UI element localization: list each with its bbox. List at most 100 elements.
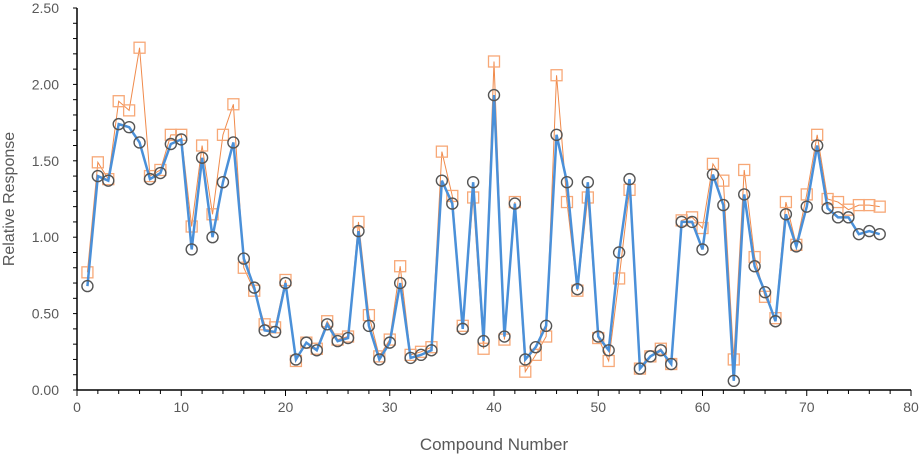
y-tick-label: 1.50 <box>32 153 59 169</box>
data-point-circle <box>425 344 438 357</box>
data-point-circle <box>779 208 793 221</box>
data-point-circle <box>164 137 178 151</box>
data-point-circle <box>435 174 449 187</box>
data-point-circle <box>362 319 376 333</box>
data-point-circle <box>769 315 782 328</box>
data-point-circle <box>477 334 490 348</box>
data-point-circle <box>383 336 396 349</box>
data-point-square <box>383 333 396 346</box>
y-axis-label: Relative Response <box>1 132 18 266</box>
data-point-square <box>122 104 136 117</box>
data-point-circle <box>206 230 219 244</box>
x-tick-label: 20 <box>278 399 294 415</box>
data-point-circle <box>352 224 365 238</box>
data-point-circle <box>842 211 855 224</box>
data-point-square <box>696 221 709 235</box>
data-point-circle <box>143 172 157 186</box>
data-point-circle <box>487 88 501 102</box>
data-point-square <box>195 139 209 152</box>
data-point-circle <box>560 175 574 189</box>
data-point-square <box>477 342 490 355</box>
data-point-circle <box>519 353 532 366</box>
y-tick-label: 1.00 <box>32 229 59 245</box>
data-point-square <box>831 195 845 209</box>
data-point-circle <box>466 175 480 189</box>
x-tick-label: 80 <box>903 399 919 415</box>
data-point-square <box>216 128 230 141</box>
data-point-square <box>717 174 730 187</box>
data-point-square <box>394 260 407 273</box>
data-point-circle <box>623 172 636 186</box>
data-point-circle <box>550 128 563 142</box>
x-tick-label: 0 <box>73 399 81 415</box>
data-point-circle <box>227 136 240 149</box>
data-point-circle <box>456 322 469 336</box>
data-point-circle <box>873 227 886 241</box>
data-point-circle <box>279 276 292 290</box>
x-axis-label: Compound Number <box>420 435 569 454</box>
data-point-circle <box>248 281 261 294</box>
data-point-circle <box>195 151 209 164</box>
data-point-square <box>873 200 886 213</box>
data-point-square <box>612 272 626 285</box>
data-point-circle <box>539 319 553 333</box>
data-point-circle <box>91 169 105 183</box>
data-point-circle <box>310 344 323 357</box>
data-point-circle <box>300 336 313 349</box>
data-point-circle <box>665 357 678 371</box>
data-point-square <box>738 163 751 177</box>
data-point-square <box>91 156 104 169</box>
data-point-circle <box>185 243 198 256</box>
data-point-circle <box>289 353 303 366</box>
data-point-circle <box>393 276 407 290</box>
data-point-circle <box>602 344 615 357</box>
data-point-circle <box>581 175 595 189</box>
y-tick-label: 0.00 <box>32 382 59 398</box>
x-tick-label: 40 <box>486 399 502 415</box>
data-point-square <box>435 145 449 158</box>
data-point-circle <box>633 362 647 375</box>
data-point-circle <box>758 286 772 299</box>
y-tick-label: 2.00 <box>32 76 59 92</box>
x-tick-label: 70 <box>799 399 815 415</box>
x-tick-label: 50 <box>590 399 606 415</box>
data-point-circle <box>268 325 282 339</box>
data-point-circle <box>727 374 740 388</box>
data-point-square <box>112 95 125 108</box>
data-point-circle <box>810 139 824 152</box>
series-group <box>81 41 886 388</box>
data-point-square <box>133 41 146 54</box>
data-point-circle <box>498 330 511 343</box>
axes: 0.00 0.50 1.00 1.50 2.00 2.50 0 10 20 30 40 50 60 70 8… <box>32 0 919 415</box>
data-point-circle <box>175 133 188 146</box>
data-point-square <box>352 215 365 229</box>
data-point-circle <box>571 282 584 296</box>
data-point-circle <box>414 348 428 362</box>
data-point-circle <box>237 252 251 265</box>
data-point-circle <box>529 341 542 354</box>
data-point-circle <box>81 279 94 293</box>
data-point-square <box>779 195 793 209</box>
data-point-square <box>550 69 563 82</box>
data-point-circle <box>644 350 657 363</box>
data-point-circle <box>612 246 626 259</box>
series-circles-line <box>86 95 881 381</box>
data-point-circle <box>216 175 230 189</box>
data-point-circle <box>508 197 522 210</box>
data-point-circle <box>748 260 761 273</box>
data-point-circle <box>133 136 146 149</box>
data-point-circle <box>738 188 751 201</box>
data-point-circle <box>717 198 730 212</box>
data-point-square <box>560 195 574 209</box>
data-point-circle <box>790 240 803 253</box>
data-point-circle <box>102 174 115 187</box>
data-point-square <box>227 98 240 111</box>
data-point-circle <box>821 201 834 215</box>
data-point-circle <box>321 318 334 331</box>
data-point-square <box>185 220 198 233</box>
data-point-square <box>487 55 501 68</box>
data-point-circle <box>341 331 355 345</box>
data-point-circle <box>706 168 720 181</box>
data-point-circle <box>654 344 667 357</box>
